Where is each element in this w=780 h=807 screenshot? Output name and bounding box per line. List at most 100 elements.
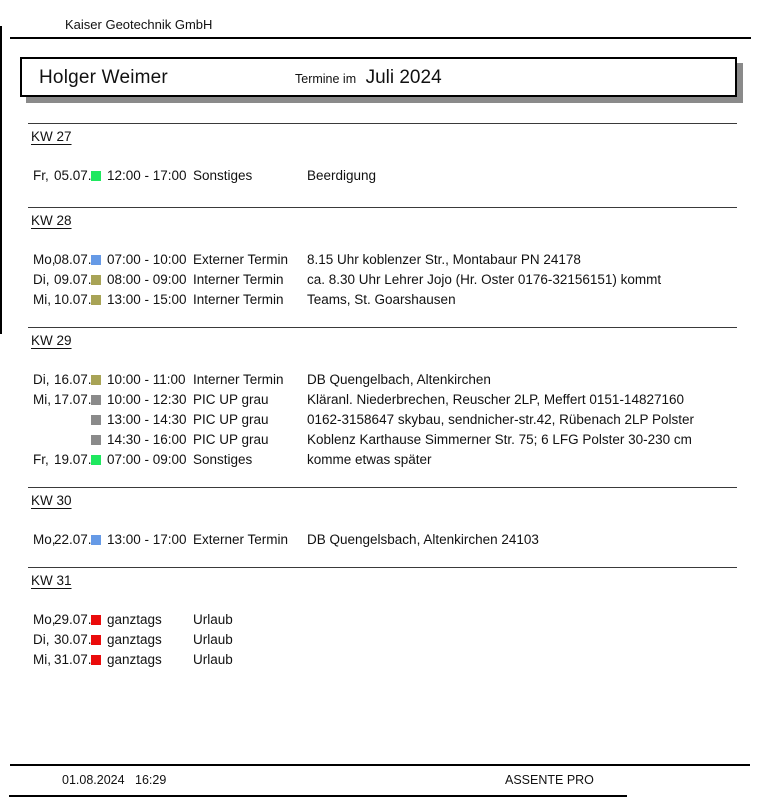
appointment-row: Mo, 08.07. 07:00 - 10:00 Externer Termin 8.1… [0,250,780,270]
week-section: KW 30 Mo, 22.07. 13:00 - 17:00 Externer Term… [0,487,780,550]
appointment-category: PIC UP grau [193,432,269,447]
appointment-row: Di, 09.07. 08:00 - 09:00 Interner Termin ca.… [0,270,780,290]
appointment-day [33,430,54,450]
appointment-day: Mi, [33,652,51,667]
appointment-row: Mi, 10.07. 13:00 - 15:00 Interner Termin Tea… [0,290,780,310]
week-section: KW 28 Mo, 08.07. 07:00 - 10:00 Externer Term… [0,207,780,310]
section-divider [28,327,737,328]
appointment-time: 08:00 - 09:00 [107,272,187,287]
appointment-description: 0162-3158647 skybau, sendnicher-str.42, … [307,412,695,427]
week-label: KW 29 [31,333,72,348]
category-color-swatch [91,395,101,405]
appointment-row: Mi, 31.07. ganztags Urlaub [0,650,780,670]
appointment-day: Mo, [33,532,56,547]
period-value: Juli 2024 [365,67,442,88]
appointment-day: Di, [33,372,50,387]
footer-divider [10,764,750,766]
appointment-description: ca. 8.30 Uhr Lehrer Jojo (Hr. Oster 0176… [307,272,662,287]
appointment-time: 12:00 - 17:00 [107,168,187,183]
appointment-date: 22.07. [54,532,92,547]
week-label: KW 30 [31,493,72,508]
appointment-time: 13:00 - 14:30 [107,412,187,427]
appointment-description: 8.15 Uhr koblenzer Str., Montabaur PN 24… [307,252,581,267]
category-color-swatch [91,255,101,265]
appointment-time: 13:00 - 17:00 [107,532,187,547]
report-period: Termine im Juli 2024 [295,64,442,93]
appointment-time: 10:00 - 12:30 [107,392,187,407]
appointment-day: Di, [33,272,50,287]
appointment-time: 07:00 - 09:00 [107,452,187,467]
section-divider [28,207,737,208]
appointment-category: PIC UP grau [193,392,269,407]
appointment-category: Interner Termin [193,272,284,287]
appointment-day: Mo, [33,252,56,267]
appointment-category: Interner Termin [193,292,284,307]
section-divider [28,487,737,488]
person-name: Holger Weimer [39,67,168,88]
appointment-category: Sonstiges [193,452,253,467]
company-name: Kaiser Geotechnik GmbH [65,17,213,32]
week-label: KW 27 [31,129,72,144]
appointment-category: Urlaub [193,632,233,647]
category-color-swatch [91,635,101,645]
appointment-date: 05.07. [54,168,92,183]
header-divider [10,37,751,39]
section-divider [28,123,737,124]
appointment-date: 10.07. [54,292,92,307]
footer: 01.08.2024 16:29 ASSENTE PRO [0,773,780,791]
appointment-date [54,410,91,430]
appointment-date: 19.07. [54,452,92,467]
appointment-category: Interner Termin [193,372,284,387]
category-color-swatch [91,615,101,625]
appointment-row: 13:00 - 14:30 PIC UP grau 0162-3158647 sky… [0,410,780,430]
category-color-swatch [91,455,101,465]
category-color-swatch [91,415,101,425]
category-color-swatch [91,171,101,181]
appointment-day: Fr, [33,168,49,183]
appointment-row: 14:30 - 16:00 PIC UP grau Koblenz Karthaus… [0,430,780,450]
appointment-time: 07:00 - 10:00 [107,252,187,267]
period-label: Termine im [295,72,357,86]
appointment-date: 29.07. [54,612,92,627]
category-color-swatch [91,295,101,305]
appointment-category: Externer Termin [193,252,289,267]
week-label: KW 28 [31,213,72,228]
appointment-time: ganztags [107,652,162,667]
appointment-category: PIC UP grau [193,412,269,427]
week-section: KW 29 Di, 16.07. 10:00 - 11:00 Interner Term… [0,327,780,470]
category-color-swatch [91,275,101,285]
appointment-description [307,610,780,630]
appointment-category: Urlaub [193,612,233,627]
category-color-swatch [91,655,101,665]
appointment-description: komme etwas später [307,452,432,467]
week-section: KW 31 Mo, 29.07. ganztags Urlaub Di, 30.07. gan… [0,567,780,670]
appointment-category: Urlaub [193,652,233,667]
category-color-swatch [91,375,101,385]
appointment-date [54,430,91,450]
appointment-row: Di, 16.07. 10:00 - 11:00 Interner Termin DB … [0,370,780,390]
appointment-category: Externer Termin [193,532,289,547]
category-color-swatch [91,535,101,545]
report-title-box: Holger Weimer Termine im Juli 2024 [20,57,737,97]
appointment-date: 16.07. [54,372,92,387]
category-color-swatch [91,435,101,445]
week-section: KW 27 Fr, 05.07. 12:00 - 17:00 Sonstiges Beer… [0,123,780,186]
appointment-row: Mi, 17.07. 10:00 - 12:30 PIC UP grau Kläranl… [0,390,780,410]
appointment-day [33,410,54,430]
appointment-time: 14:30 - 16:00 [107,432,187,447]
section-divider [28,567,737,568]
appointment-date: 17.07. [54,392,92,407]
page-left-edge [0,26,2,334]
appointment-date: 31.07. [54,652,92,667]
appointment-time: ganztags [107,612,162,627]
print-date: 01.08.2024 [62,773,125,787]
page-bottom-edge [9,795,627,797]
appointment-date: 30.07. [54,632,92,647]
appointment-day: Di, [33,632,50,647]
weeks-container: KW 27 Fr, 05.07. 12:00 - 17:00 Sonstiges Beer… [0,123,780,683]
appointment-description: Beerdigung [307,168,377,183]
appointment-description: DB Quengelbach, Altenkirchen [307,372,491,387]
appointment-description: Koblenz Karthause Simmerner Str. 75; 6 L… [307,432,692,447]
appointment-date: 08.07. [54,252,92,267]
